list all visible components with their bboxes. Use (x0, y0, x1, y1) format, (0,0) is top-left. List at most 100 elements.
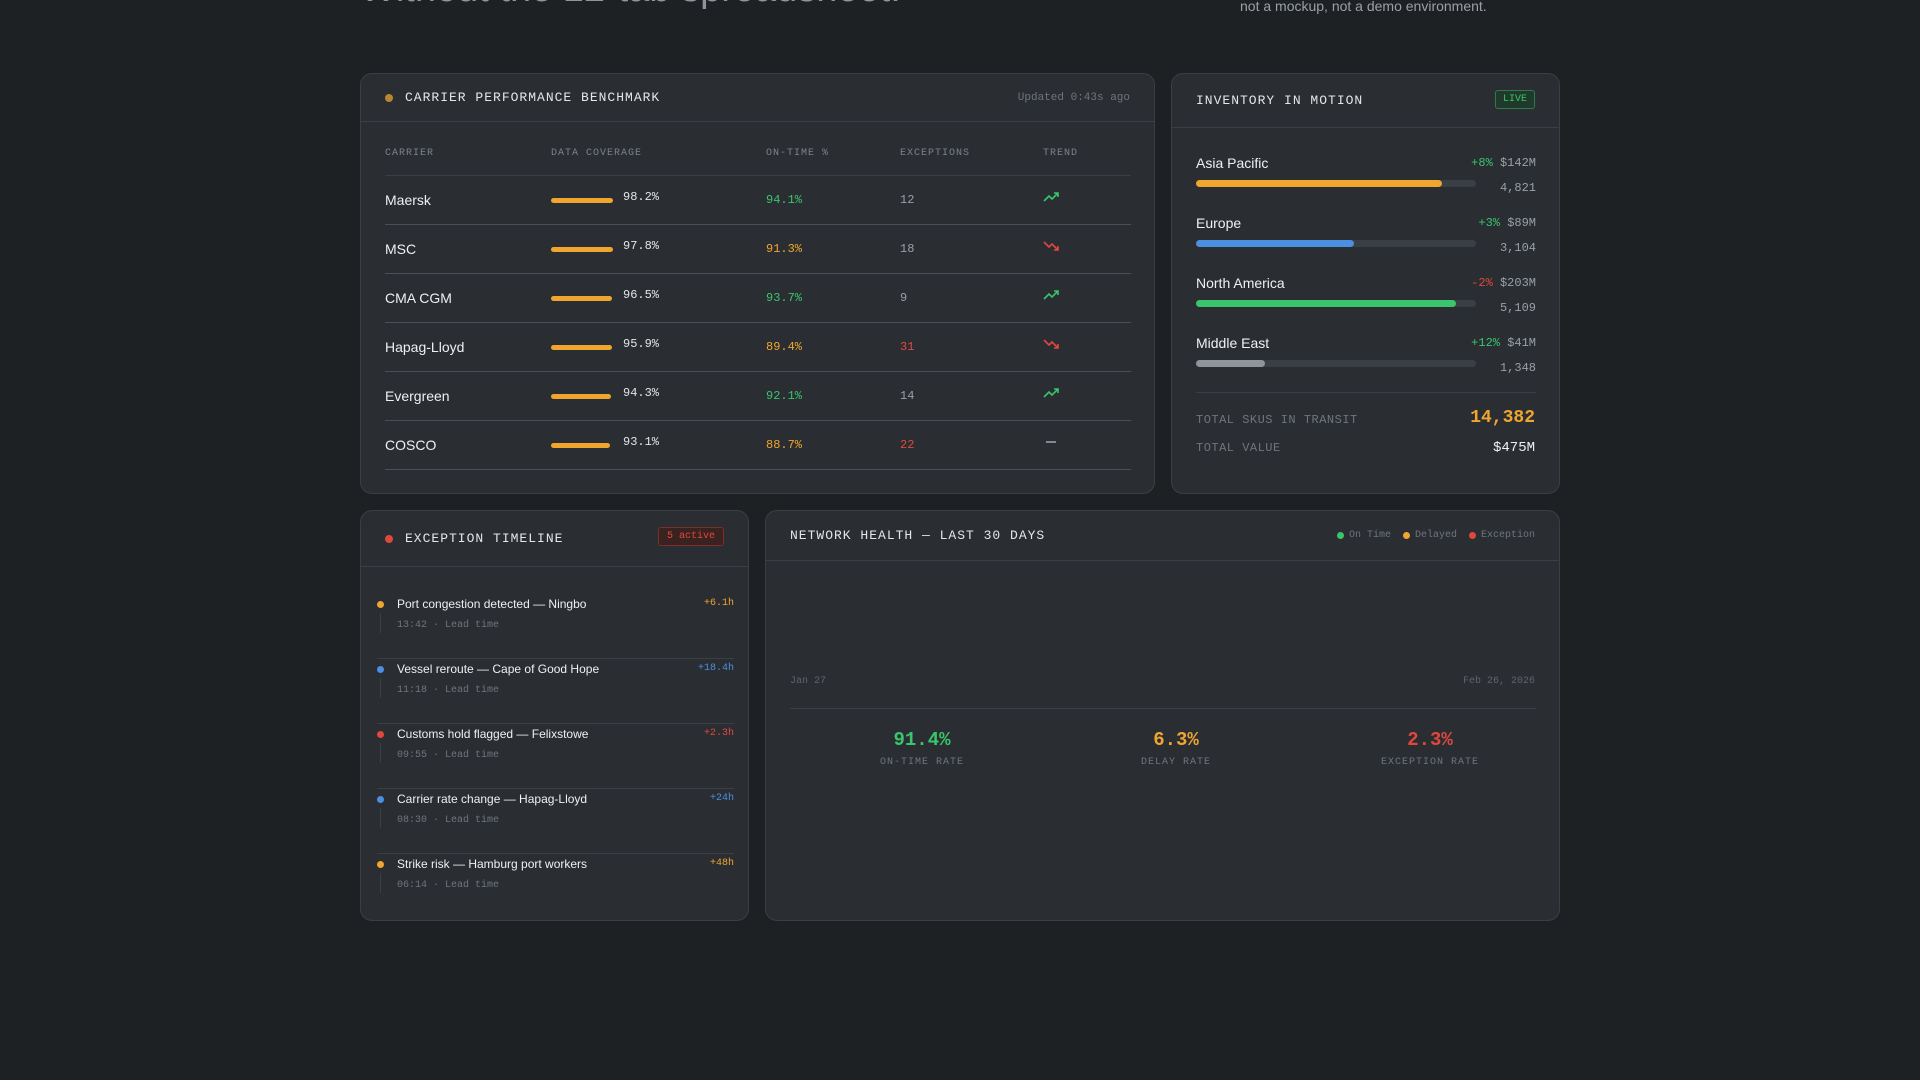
carrier-name: Evergreen (385, 388, 450, 404)
on-time-value: 94.1% (766, 193, 803, 207)
exceptions-value: 18 (900, 242, 915, 256)
network-divider (790, 708, 1536, 709)
timeline-event[interactable]: Strike risk — Hamburg port workers 06:14 … (377, 855, 734, 919)
timeline-connector (380, 743, 381, 763)
region-progress-fill (1196, 240, 1355, 247)
region-name: North America (1196, 275, 1285, 291)
region-change: +3% (1478, 216, 1500, 230)
table-row[interactable]: MSC 97.8% 91.3% 18 (385, 225, 1131, 274)
stat-label: EXCEPTION RATE (1380, 757, 1479, 768)
event-time: 13:42 (397, 620, 428, 631)
table-row[interactable]: CMA CGM 96.5% 93.7% 9 (385, 274, 1131, 323)
updated-timestamp: Updated 0:43s ago (1017, 91, 1130, 104)
carrier-card-title: CARRIER PERFORMANCE BENCHMARK (405, 90, 661, 105)
carrier-name: COSCO (385, 437, 437, 453)
chart-area[interactable] (790, 571, 1536, 671)
active-count-badge[interactable]: 5 active (657, 527, 724, 546)
inventory-region[interactable]: North America -2% $203M 5,109 (1196, 275, 1536, 325)
network-health-card: NETWORK HEALTH — LAST 30 DAYS On Time De… (765, 510, 1560, 921)
column-header-trend[interactable]: TREND (1043, 148, 1079, 159)
region-progress-fill (1196, 300, 1457, 307)
column-header-data-coverage[interactable]: DATA COVERAGE (551, 148, 643, 159)
table-row[interactable]: COSCO 93.1% 88.7% 22 (385, 421, 1131, 470)
timeline-connector (380, 678, 381, 698)
event-delta: +6.1h (703, 598, 734, 609)
event-time: 09:55 (397, 750, 428, 761)
stat-value: 6.3% (1153, 729, 1199, 751)
stat-label: ON-TIME RATE (879, 757, 964, 768)
coverage-value: 98.2% (623, 190, 660, 204)
coverage-value: 97.8% (623, 239, 660, 253)
region-name: Middle East (1196, 335, 1270, 351)
on-time-value: 93.7% (766, 291, 803, 305)
axis-end-label: Feb 26, 2026 (1462, 676, 1535, 687)
stat-on-time: 91.4% ON-TIME RATE (842, 729, 1002, 768)
region-count: 4,821 (1499, 181, 1536, 195)
carrier-table: CARRIER DATA COVERAGE ON-TIME % EXCEPTIO… (385, 122, 1131, 470)
region-change: +8% (1471, 156, 1493, 170)
coverage-bar (551, 394, 611, 399)
region-name: Asia Pacific (1196, 155, 1269, 171)
inventory-divider (1196, 392, 1536, 393)
inventory-card: INVENTORY IN MOTION LIVE Asia Pacific +8%… (1171, 73, 1560, 494)
event-delta: +48h (709, 858, 734, 869)
legend-item-exception[interactable]: Exception (1468, 530, 1535, 541)
status-dot-icon (385, 93, 393, 102)
event-meta: 06:14 · Lead time (397, 880, 500, 891)
timeline-event[interactable]: Customs hold flagged — Felixstowe 09:55 ·… (377, 725, 734, 789)
event-title: Vessel reroute — Cape of Good Hope (397, 662, 600, 676)
trend-flat-icon (1043, 434, 1059, 450)
event-title: Strike risk — Hamburg port workers (397, 857, 588, 871)
table-row[interactable]: Evergreen 94.3% 92.1% 14 (385, 372, 1131, 421)
region-progress-fill (1196, 360, 1265, 367)
timeline-event[interactable]: Vessel reroute — Cape of Good Hope 11:18 … (377, 660, 734, 724)
axis-start-label: Jan 27 (790, 676, 827, 687)
trend-down-icon (1043, 336, 1059, 352)
carrier-benchmark-card: CARRIER PERFORMANCE BENCHMARK Updated 0:… (360, 73, 1155, 494)
coverage-bar (551, 247, 613, 252)
column-header-carrier[interactable]: CARRIER (385, 148, 435, 159)
exceptions-value: 14 (900, 389, 915, 403)
stat-value: 2.3% (1407, 729, 1453, 751)
on-time-value: 91.3% (766, 242, 803, 256)
trend-up-icon (1043, 189, 1059, 205)
event-dot-icon (377, 601, 384, 608)
inventory-region[interactable]: Asia Pacific +8% $142M 4,821 (1196, 155, 1536, 205)
region-change: -2% (1471, 276, 1493, 290)
legend-item-delayed[interactable]: Delayed (1402, 530, 1457, 541)
table-row[interactable]: Hapag-Lloyd 95.9% 89.4% 31 (385, 323, 1131, 372)
region-progress-track (1196, 360, 1476, 367)
trend-up-icon (1043, 385, 1059, 401)
event-time: 11:18 (397, 685, 428, 696)
coverage-bar (551, 345, 612, 350)
column-header-on-time[interactable]: ON-TIME % (766, 148, 830, 159)
region-name: Europe (1196, 215, 1242, 231)
alert-dot-icon (385, 534, 393, 543)
network-card-title: NETWORK HEALTH — LAST 30 DAYS (790, 528, 1046, 543)
table-row[interactable]: Maersk 98.2% 94.1% 12 (385, 176, 1131, 225)
region-progress-track (1196, 240, 1476, 247)
legend-label: On Time (1348, 530, 1391, 541)
event-dot-icon (377, 861, 384, 868)
legend-label: Exception (1480, 530, 1535, 541)
region-value: $142M (1499, 156, 1536, 170)
timeline-event[interactable]: Port congestion detected — Ningbo 13:42 ·… (377, 595, 734, 659)
region-progress-fill (1196, 180, 1443, 187)
chart-legend: On Time Delayed Exception (1336, 530, 1535, 541)
legend-item-on-time[interactable]: On Time (1336, 530, 1391, 541)
coverage-bar (551, 198, 613, 203)
event-meta-label: Lead time (445, 750, 500, 761)
exception-card-header: EXCEPTION TIMELINE 5 active (361, 511, 748, 567)
inventory-card-header: INVENTORY IN MOTION LIVE (1172, 74, 1559, 128)
inventory-region[interactable]: Middle East +12% $41M 1,348 (1196, 335, 1536, 385)
column-header-exceptions[interactable]: EXCEPTIONS (900, 148, 971, 159)
timeline-event[interactable]: Carrier rate change — Hapag-Lloyd 08:30 ·… (377, 790, 734, 854)
inventory-region[interactable]: Europe +3% $89M 3,104 (1196, 215, 1536, 265)
event-meta: 13:42 · Lead time (397, 620, 500, 631)
event-delta: +18.4h (697, 663, 734, 674)
event-delta: +2.3h (703, 728, 734, 739)
event-title: Carrier rate change — Hapag-Lloyd (397, 792, 588, 806)
legend-label: Delayed (1414, 530, 1457, 541)
legend-dot-icon (1468, 532, 1476, 539)
region-summary: +3% $89M (1478, 216, 1536, 230)
